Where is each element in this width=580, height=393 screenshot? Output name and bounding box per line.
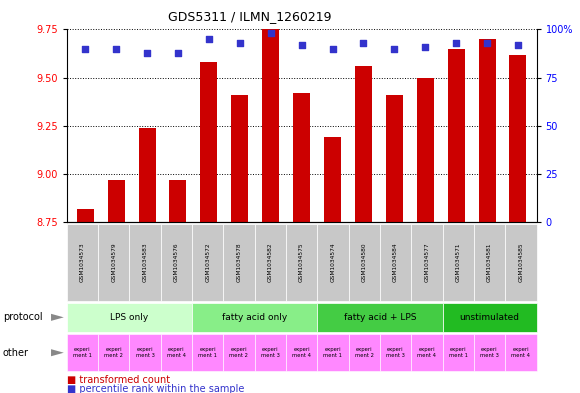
Bar xyxy=(139,128,155,222)
Text: LPS only: LPS only xyxy=(110,313,148,322)
Bar xyxy=(77,209,94,222)
Text: experi
ment 3: experi ment 3 xyxy=(386,347,405,358)
Point xyxy=(420,44,430,50)
Bar xyxy=(509,55,527,222)
Text: experi
ment 1: experi ment 1 xyxy=(324,347,342,358)
Point xyxy=(359,40,368,46)
Bar xyxy=(108,180,125,222)
Text: GSM1034576: GSM1034576 xyxy=(174,242,179,282)
Polygon shape xyxy=(51,349,64,356)
Text: GSM1034577: GSM1034577 xyxy=(425,242,429,282)
Text: GDS5311 / ILMN_1260219: GDS5311 / ILMN_1260219 xyxy=(168,10,331,23)
Bar xyxy=(231,95,248,222)
Text: experi
ment 1: experi ment 1 xyxy=(449,347,467,358)
Bar xyxy=(200,62,218,222)
Text: experi
ment 3: experi ment 3 xyxy=(261,347,280,358)
Text: experi
ment 4: experi ment 4 xyxy=(512,347,530,358)
Bar xyxy=(324,137,341,222)
Bar xyxy=(355,66,372,222)
Text: GSM1034584: GSM1034584 xyxy=(393,242,398,282)
Bar xyxy=(417,78,434,222)
Text: GSM1034579: GSM1034579 xyxy=(111,242,116,282)
Point xyxy=(204,36,213,42)
Text: GSM1034582: GSM1034582 xyxy=(268,242,273,282)
Text: protocol: protocol xyxy=(3,312,42,322)
Bar xyxy=(386,95,403,222)
Point xyxy=(451,40,461,46)
Text: experi
ment 1: experi ment 1 xyxy=(198,347,217,358)
Bar xyxy=(448,49,465,222)
Text: experi
ment 4: experi ment 4 xyxy=(418,347,436,358)
Text: GSM1034575: GSM1034575 xyxy=(299,242,304,282)
Bar xyxy=(262,29,279,222)
Point xyxy=(297,42,306,48)
Text: experi
ment 2: experi ment 2 xyxy=(230,347,248,358)
Point xyxy=(173,50,183,56)
Text: other: other xyxy=(3,348,29,358)
Text: GSM1034571: GSM1034571 xyxy=(456,242,461,282)
Bar xyxy=(169,180,186,222)
Text: experi
ment 4: experi ment 4 xyxy=(292,347,311,358)
Point xyxy=(111,46,121,52)
Text: GSM1034583: GSM1034583 xyxy=(143,242,147,282)
Polygon shape xyxy=(51,314,64,321)
Text: GSM1034574: GSM1034574 xyxy=(331,242,335,282)
Point xyxy=(390,46,399,52)
Text: GSM1034573: GSM1034573 xyxy=(80,242,85,282)
Text: experi
ment 3: experi ment 3 xyxy=(136,347,154,358)
Text: GSM1034581: GSM1034581 xyxy=(487,242,492,282)
Text: GSM1034572: GSM1034572 xyxy=(205,242,210,282)
Text: fatty acid + LPS: fatty acid + LPS xyxy=(343,313,416,322)
Text: experi
ment 2: experi ment 2 xyxy=(355,347,374,358)
Point xyxy=(328,46,337,52)
Text: experi
ment 1: experi ment 1 xyxy=(73,347,92,358)
Text: experi
ment 2: experi ment 2 xyxy=(104,347,123,358)
Bar xyxy=(293,93,310,222)
Text: fatty acid only: fatty acid only xyxy=(222,313,287,322)
Point xyxy=(266,30,276,37)
Text: GSM1034578: GSM1034578 xyxy=(237,242,241,282)
Bar xyxy=(478,39,495,222)
Text: unstimulated: unstimulated xyxy=(459,313,520,322)
Point xyxy=(235,40,244,46)
Text: ■ transformed count: ■ transformed count xyxy=(67,375,170,386)
Text: experi
ment 4: experi ment 4 xyxy=(167,347,186,358)
Text: GSM1034580: GSM1034580 xyxy=(362,242,367,282)
Point xyxy=(143,50,152,56)
Point xyxy=(483,40,492,46)
Point xyxy=(513,42,523,48)
Text: experi
ment 3: experi ment 3 xyxy=(480,347,499,358)
Point xyxy=(81,46,90,52)
Text: ■ percentile rank within the sample: ■ percentile rank within the sample xyxy=(67,384,244,393)
Text: GSM1034585: GSM1034585 xyxy=(519,242,523,282)
